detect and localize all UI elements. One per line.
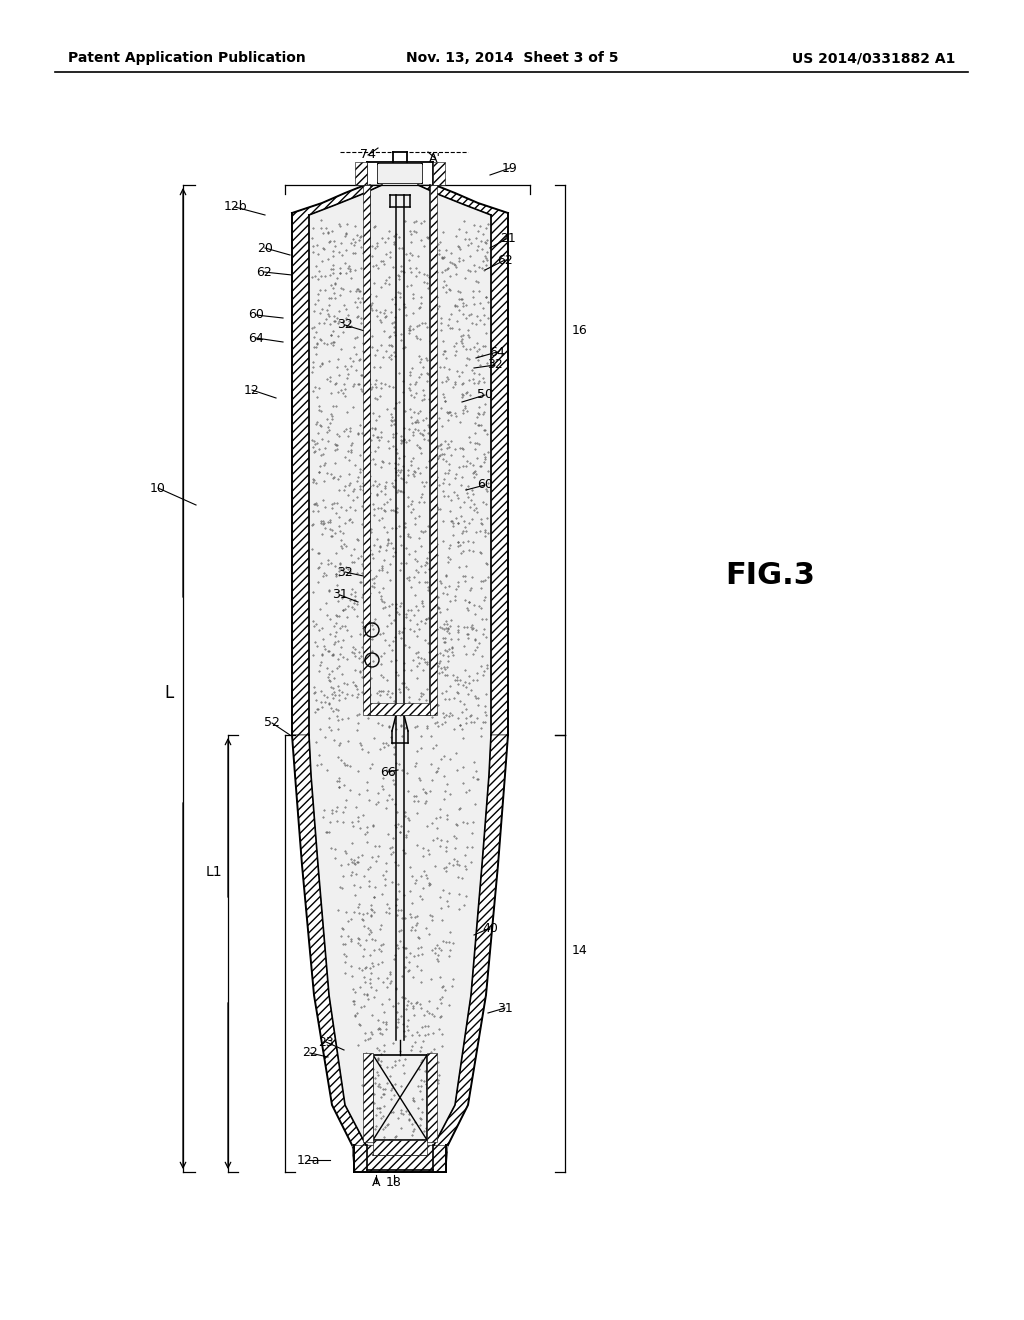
Text: 32: 32 — [487, 359, 503, 371]
Text: 20: 20 — [257, 242, 273, 255]
Text: Patent Application Publication: Patent Application Publication — [68, 51, 306, 65]
Text: 50: 50 — [477, 388, 493, 401]
Polygon shape — [355, 162, 367, 185]
Polygon shape — [292, 185, 382, 735]
Polygon shape — [430, 185, 437, 715]
Text: 12b: 12b — [223, 201, 247, 214]
Text: 19: 19 — [502, 161, 518, 174]
Text: L1: L1 — [206, 865, 222, 879]
Polygon shape — [427, 1053, 437, 1142]
Polygon shape — [433, 735, 508, 1172]
Text: 22: 22 — [302, 1047, 317, 1060]
Text: 64: 64 — [489, 346, 505, 359]
Text: 16: 16 — [572, 323, 588, 337]
Polygon shape — [373, 1140, 427, 1155]
Text: 64: 64 — [248, 331, 264, 345]
Polygon shape — [370, 704, 430, 715]
Polygon shape — [378, 164, 422, 183]
Text: 62: 62 — [256, 265, 272, 279]
Polygon shape — [354, 1144, 446, 1172]
Polygon shape — [309, 185, 490, 1170]
Text: 66: 66 — [380, 766, 396, 779]
Polygon shape — [362, 1053, 373, 1142]
Text: US 2014/0331882 A1: US 2014/0331882 A1 — [792, 51, 955, 65]
Text: 52: 52 — [264, 717, 280, 730]
Text: 40: 40 — [482, 921, 498, 935]
Polygon shape — [292, 735, 367, 1172]
Text: A: A — [372, 1176, 380, 1189]
Text: Nov. 13, 2014  Sheet 3 of 5: Nov. 13, 2014 Sheet 3 of 5 — [406, 51, 618, 65]
Text: A': A' — [429, 152, 441, 165]
Text: 60: 60 — [477, 479, 493, 491]
Text: 74: 74 — [360, 149, 376, 161]
Polygon shape — [362, 185, 370, 715]
Text: 14: 14 — [572, 944, 588, 957]
Text: 21: 21 — [500, 231, 516, 244]
Text: L: L — [165, 684, 174, 702]
Text: 23: 23 — [318, 1035, 334, 1048]
Polygon shape — [433, 162, 445, 185]
Polygon shape — [418, 185, 508, 735]
Text: 31: 31 — [332, 589, 348, 602]
Text: 12a: 12a — [296, 1154, 319, 1167]
Text: 31: 31 — [497, 1002, 513, 1015]
Text: 62: 62 — [497, 253, 513, 267]
Text: 32: 32 — [337, 565, 353, 578]
Text: 60: 60 — [248, 309, 264, 322]
Text: 10: 10 — [151, 482, 166, 495]
Text: 18: 18 — [386, 1176, 402, 1189]
Text: FIG.3: FIG.3 — [725, 561, 815, 590]
Text: 12: 12 — [244, 384, 260, 396]
Text: 32: 32 — [337, 318, 353, 331]
